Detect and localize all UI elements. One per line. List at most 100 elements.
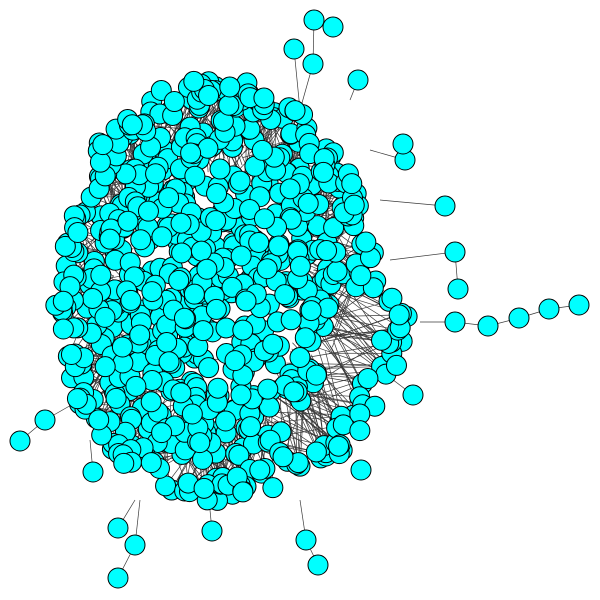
node (52, 318, 74, 340)
node (90, 264, 112, 286)
node (140, 391, 162, 413)
node (235, 290, 257, 312)
node (151, 422, 173, 444)
node (284, 100, 306, 122)
node (190, 240, 212, 262)
node (207, 377, 229, 399)
node (196, 258, 218, 280)
node (444, 241, 466, 263)
node (209, 158, 231, 180)
node (232, 319, 254, 341)
node (262, 333, 284, 355)
node (54, 235, 76, 257)
node (307, 554, 329, 576)
node (130, 229, 152, 251)
node (316, 240, 338, 262)
node (289, 255, 311, 277)
node (105, 387, 127, 409)
node (163, 91, 185, 113)
node (168, 269, 190, 291)
node (205, 298, 227, 320)
node (121, 114, 143, 136)
node (52, 290, 74, 312)
node (221, 276, 243, 298)
node (349, 420, 371, 442)
node (251, 139, 273, 161)
node (9, 430, 31, 452)
node (385, 354, 407, 376)
node (230, 384, 252, 406)
node (279, 178, 301, 200)
node (343, 194, 365, 216)
node (215, 410, 237, 432)
node (326, 260, 348, 282)
node (60, 344, 82, 366)
node (444, 311, 466, 333)
node (173, 307, 195, 329)
node (192, 320, 214, 342)
node (434, 195, 456, 217)
node (92, 134, 114, 156)
node (388, 304, 410, 326)
node (253, 208, 275, 230)
node (328, 435, 350, 457)
node (137, 200, 159, 222)
node (262, 477, 284, 499)
node (198, 357, 220, 379)
node (305, 441, 327, 463)
node (124, 534, 146, 556)
node (99, 228, 121, 250)
node (289, 346, 311, 368)
node (94, 306, 116, 328)
node (171, 242, 193, 264)
node (129, 324, 151, 346)
node (300, 300, 322, 322)
node (305, 364, 327, 386)
node (232, 481, 254, 503)
node (256, 258, 278, 280)
node (350, 265, 372, 287)
node (230, 245, 252, 267)
edge (379, 199, 446, 207)
node (107, 517, 129, 539)
node (274, 284, 296, 306)
node (107, 567, 129, 589)
node (357, 367, 379, 389)
node (219, 76, 241, 98)
node (229, 170, 251, 192)
node (111, 336, 133, 358)
node (392, 133, 414, 155)
node (402, 384, 424, 406)
node (206, 183, 228, 205)
node (183, 283, 205, 305)
node (88, 409, 110, 431)
node (193, 477, 215, 499)
node (125, 375, 147, 397)
node (205, 210, 227, 232)
node (120, 289, 142, 311)
node (224, 350, 246, 372)
node (181, 403, 203, 425)
node (156, 331, 178, 353)
node (508, 307, 530, 329)
node (350, 459, 372, 481)
node (371, 329, 393, 351)
node (158, 351, 180, 373)
node (538, 298, 560, 320)
node (568, 294, 590, 316)
node (197, 137, 219, 159)
edge (283, 391, 299, 463)
node (272, 446, 294, 468)
node (183, 70, 205, 92)
node (34, 409, 56, 431)
node (141, 281, 163, 303)
node (268, 235, 290, 257)
node (355, 231, 377, 253)
node (347, 69, 369, 91)
node (447, 278, 469, 300)
node (82, 287, 104, 309)
node (158, 187, 180, 209)
node (477, 315, 499, 337)
node (341, 173, 363, 195)
